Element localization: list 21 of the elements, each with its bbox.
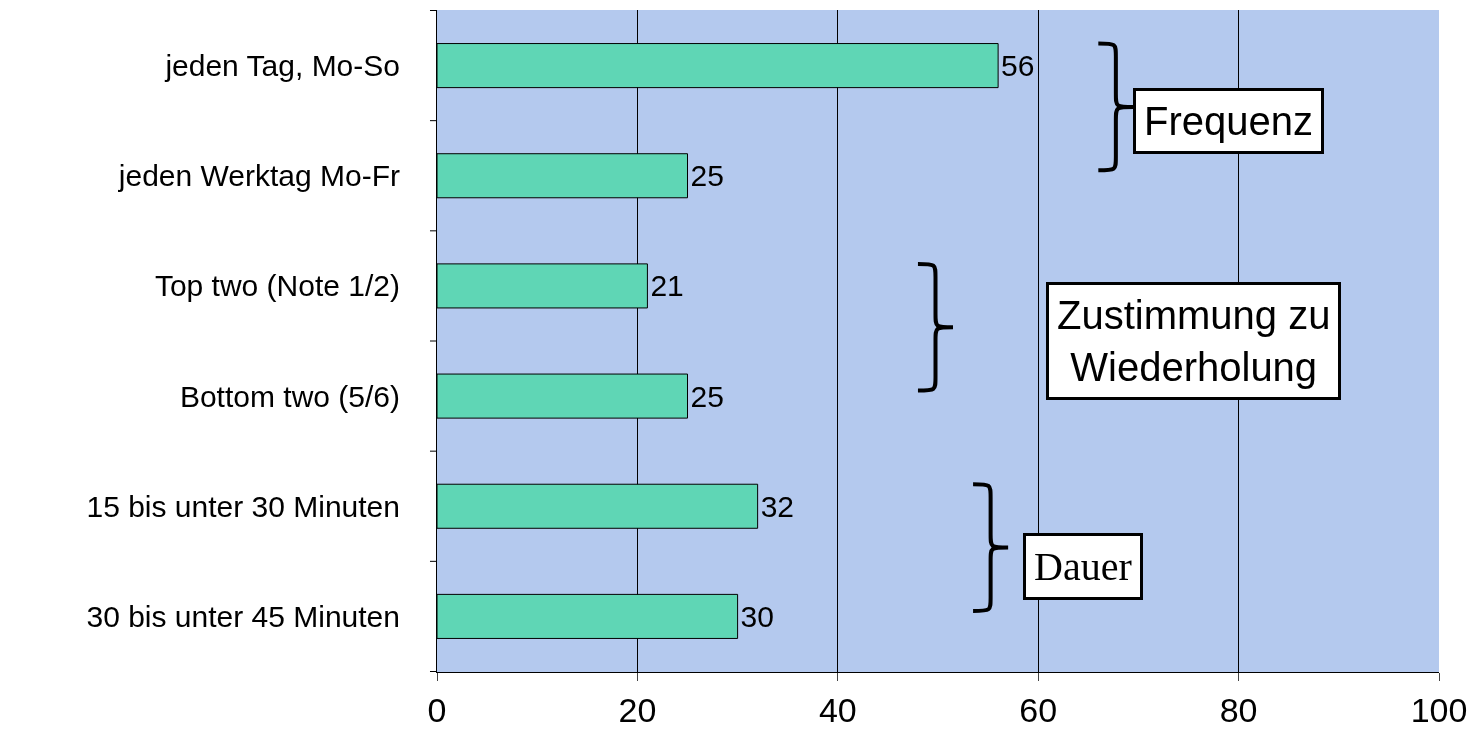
x-tick-label: 0 <box>427 690 447 729</box>
x-tick-label: 100 <box>1410 690 1468 729</box>
x-tick-label: 80 <box>1219 690 1258 729</box>
data-label: 56 <box>1001 49 1035 83</box>
y-tick-label: Top two (Note 1/2) <box>154 269 400 303</box>
x-tick-label: 60 <box>1019 690 1058 729</box>
x-tick-label: 40 <box>818 690 857 729</box>
x-tick-label: 20 <box>618 690 657 729</box>
y-tick-label: 30 bis unter 45 Minuten <box>86 599 400 633</box>
y-tick-label: jeden Tag, Mo-So <box>164 49 400 83</box>
data-label: 25 <box>690 159 724 193</box>
data-label: 30 <box>740 599 774 633</box>
data-label: 21 <box>650 269 684 303</box>
annotation: Frequenz <box>1144 99 1313 143</box>
data-label: 32 <box>760 489 795 523</box>
y-tick-label: Bottom two (5/6) <box>179 379 400 413</box>
y-tick-label: jeden Werktag Mo-Fr <box>117 159 400 193</box>
annotation: Zustimmung zu Wiederholung <box>1057 293 1331 389</box>
y-tick-label: 15 bis unter 30 Minuten <box>86 489 400 523</box>
annotation: Dauer <box>1034 544 1132 589</box>
data-label: 25 <box>690 379 724 413</box>
